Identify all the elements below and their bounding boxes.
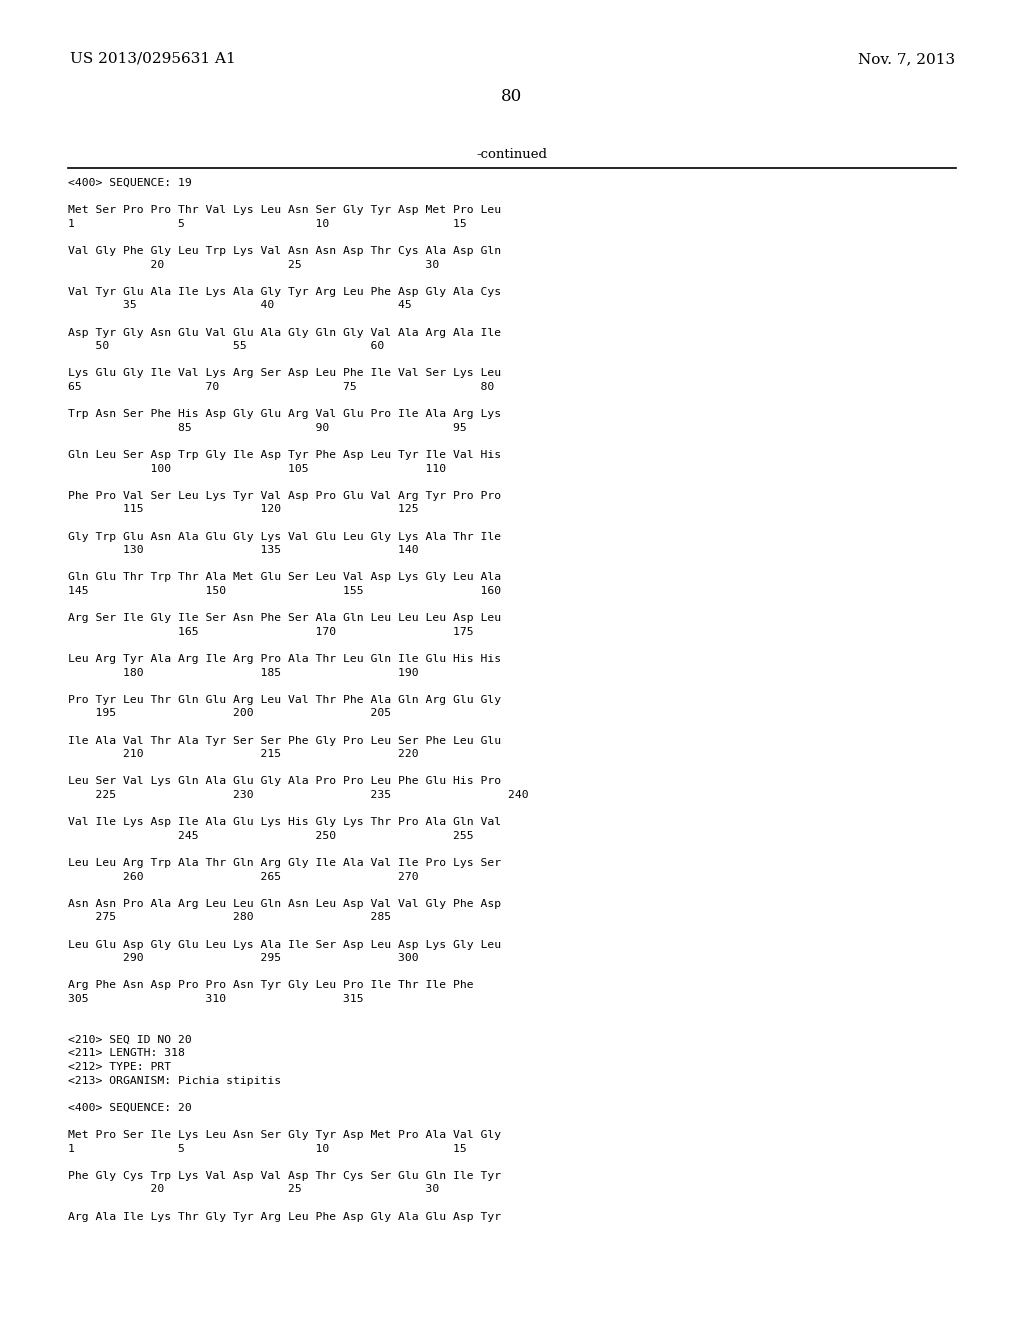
Text: 35                  40                  45: 35 40 45 (68, 301, 412, 310)
Text: 245                 250                 255: 245 250 255 (68, 830, 474, 841)
Text: 210                 215                 220: 210 215 220 (68, 750, 419, 759)
Text: Leu Ser Val Lys Gln Ala Glu Gly Ala Pro Pro Leu Phe Glu His Pro: Leu Ser Val Lys Gln Ala Glu Gly Ala Pro … (68, 776, 501, 787)
Text: 305                 310                 315: 305 310 315 (68, 994, 364, 1005)
Text: -continued: -continued (476, 148, 548, 161)
Text: 20                  25                  30: 20 25 30 (68, 1184, 439, 1195)
Text: Pro Tyr Leu Thr Gln Glu Arg Leu Val Thr Phe Ala Gln Arg Glu Gly: Pro Tyr Leu Thr Gln Glu Arg Leu Val Thr … (68, 694, 501, 705)
Text: 180                 185                 190: 180 185 190 (68, 668, 419, 677)
Text: 115                 120                 125: 115 120 125 (68, 504, 419, 515)
Text: US 2013/0295631 A1: US 2013/0295631 A1 (70, 51, 236, 66)
Text: Leu Glu Asp Gly Glu Leu Lys Ala Ile Ser Asp Leu Asp Lys Gly Leu: Leu Glu Asp Gly Glu Leu Lys Ala Ile Ser … (68, 940, 501, 949)
Text: 100                 105                 110: 100 105 110 (68, 463, 446, 474)
Text: Nov. 7, 2013: Nov. 7, 2013 (858, 51, 955, 66)
Text: <212> TYPE: PRT: <212> TYPE: PRT (68, 1063, 171, 1072)
Text: 130                 135                 140: 130 135 140 (68, 545, 419, 556)
Text: Ile Ala Val Thr Ala Tyr Ser Ser Phe Gly Pro Leu Ser Phe Leu Glu: Ile Ala Val Thr Ala Tyr Ser Ser Phe Gly … (68, 735, 501, 746)
Text: 290                 295                 300: 290 295 300 (68, 953, 419, 964)
Text: Leu Leu Arg Trp Ala Thr Gln Arg Gly Ile Ala Val Ile Pro Lys Ser: Leu Leu Arg Trp Ala Thr Gln Arg Gly Ile … (68, 858, 501, 869)
Text: 275                 280                 285: 275 280 285 (68, 912, 391, 923)
Text: 165                 170                 175: 165 170 175 (68, 627, 474, 636)
Text: 1               5                   10                  15: 1 5 10 15 (68, 1143, 467, 1154)
Text: <211> LENGTH: 318: <211> LENGTH: 318 (68, 1048, 185, 1059)
Text: Lys Glu Gly Ile Val Lys Arg Ser Asp Leu Phe Ile Val Ser Lys Leu: Lys Glu Gly Ile Val Lys Arg Ser Asp Leu … (68, 368, 501, 379)
Text: 50                  55                  60: 50 55 60 (68, 341, 384, 351)
Text: Met Ser Pro Pro Thr Val Lys Leu Asn Ser Gly Tyr Asp Met Pro Leu: Met Ser Pro Pro Thr Val Lys Leu Asn Ser … (68, 205, 501, 215)
Text: Arg Ala Ile Lys Thr Gly Tyr Arg Leu Phe Asp Gly Ala Glu Asp Tyr: Arg Ala Ile Lys Thr Gly Tyr Arg Leu Phe … (68, 1212, 501, 1221)
Text: Arg Ser Ile Gly Ile Ser Asn Phe Ser Ala Gln Leu Leu Leu Asp Leu: Arg Ser Ile Gly Ile Ser Asn Phe Ser Ala … (68, 614, 501, 623)
Text: 1               5                   10                  15: 1 5 10 15 (68, 219, 467, 228)
Text: Gln Glu Thr Trp Thr Ala Met Glu Ser Leu Val Asp Lys Gly Leu Ala: Gln Glu Thr Trp Thr Ala Met Glu Ser Leu … (68, 573, 501, 582)
Text: Val Ile Lys Asp Ile Ala Glu Lys His Gly Lys Thr Pro Ala Gln Val: Val Ile Lys Asp Ile Ala Glu Lys His Gly … (68, 817, 501, 828)
Text: Asn Asn Pro Ala Arg Leu Leu Gln Asn Leu Asp Val Val Gly Phe Asp: Asn Asn Pro Ala Arg Leu Leu Gln Asn Leu … (68, 899, 501, 908)
Text: Gly Trp Glu Asn Ala Glu Gly Lys Val Glu Leu Gly Lys Ala Thr Ile: Gly Trp Glu Asn Ala Glu Gly Lys Val Glu … (68, 532, 501, 541)
Text: 85                  90                  95: 85 90 95 (68, 422, 467, 433)
Text: <400> SEQUENCE: 20: <400> SEQUENCE: 20 (68, 1102, 191, 1113)
Text: <213> ORGANISM: Pichia stipitis: <213> ORGANISM: Pichia stipitis (68, 1076, 282, 1085)
Text: Phe Gly Cys Trp Lys Val Asp Val Asp Thr Cys Ser Glu Gln Ile Tyr: Phe Gly Cys Trp Lys Val Asp Val Asp Thr … (68, 1171, 501, 1181)
Text: 260                 265                 270: 260 265 270 (68, 871, 419, 882)
Text: 225                 230                 235                 240: 225 230 235 240 (68, 789, 528, 800)
Text: Leu Arg Tyr Ala Arg Ile Arg Pro Ala Thr Leu Gln Ile Glu His His: Leu Arg Tyr Ala Arg Ile Arg Pro Ala Thr … (68, 653, 501, 664)
Text: Val Tyr Glu Ala Ile Lys Ala Gly Tyr Arg Leu Phe Asp Gly Ala Cys: Val Tyr Glu Ala Ile Lys Ala Gly Tyr Arg … (68, 286, 501, 297)
Text: Val Gly Phe Gly Leu Trp Lys Val Asn Asn Asp Thr Cys Ala Asp Gln: Val Gly Phe Gly Leu Trp Lys Val Asn Asn … (68, 246, 501, 256)
Text: <400> SEQUENCE: 19: <400> SEQUENCE: 19 (68, 178, 191, 187)
Text: Trp Asn Ser Phe His Asp Gly Glu Arg Val Glu Pro Ile Ala Arg Lys: Trp Asn Ser Phe His Asp Gly Glu Arg Val … (68, 409, 501, 420)
Text: Arg Phe Asn Asp Pro Pro Asn Tyr Gly Leu Pro Ile Thr Ile Phe: Arg Phe Asn Asp Pro Pro Asn Tyr Gly Leu … (68, 981, 474, 990)
Text: 65                  70                  75                  80: 65 70 75 80 (68, 381, 495, 392)
Text: Asp Tyr Gly Asn Glu Val Glu Ala Gly Gln Gly Val Ala Arg Ala Ile: Asp Tyr Gly Asn Glu Val Glu Ala Gly Gln … (68, 327, 501, 338)
Text: 145                 150                 155                 160: 145 150 155 160 (68, 586, 501, 597)
Text: Met Pro Ser Ile Lys Leu Asn Ser Gly Tyr Asp Met Pro Ala Val Gly: Met Pro Ser Ile Lys Leu Asn Ser Gly Tyr … (68, 1130, 501, 1140)
Text: <210> SEQ ID NO 20: <210> SEQ ID NO 20 (68, 1035, 191, 1045)
Text: Phe Pro Val Ser Leu Lys Tyr Val Asp Pro Glu Val Arg Tyr Pro Pro: Phe Pro Val Ser Leu Lys Tyr Val Asp Pro … (68, 491, 501, 500)
Text: Gln Leu Ser Asp Trp Gly Ile Asp Tyr Phe Asp Leu Tyr Ile Val His: Gln Leu Ser Asp Trp Gly Ile Asp Tyr Phe … (68, 450, 501, 459)
Text: 80: 80 (502, 88, 522, 106)
Text: 20                  25                  30: 20 25 30 (68, 260, 439, 269)
Text: 195                 200                 205: 195 200 205 (68, 709, 391, 718)
